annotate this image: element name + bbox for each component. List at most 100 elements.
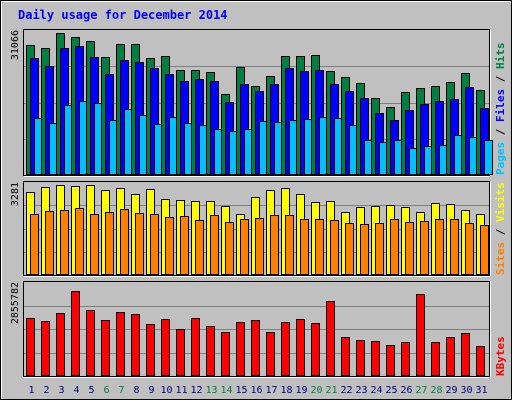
x-tick-label-day-26: 26	[400, 385, 412, 396]
x-tick-label-day-30: 30	[460, 385, 472, 396]
bar-sites-day-4	[75, 208, 84, 275]
x-tick-label-day-10: 10	[160, 385, 172, 396]
bar-kbytes-day-7	[116, 312, 125, 376]
legend-entry-visits: Visits	[494, 182, 507, 222]
bar-kbytes-day-8	[131, 314, 140, 376]
bar-sites-day-7	[120, 209, 129, 275]
x-tick-label-day-4: 4	[73, 385, 79, 396]
x-tick-label-day-3: 3	[58, 385, 64, 396]
bar-sites-day-8	[135, 213, 144, 275]
x-tick-label-day-13: 13	[205, 385, 217, 396]
bar-sites-day-24	[375, 223, 384, 275]
panel-max-label: 31066	[10, 30, 21, 60]
bar-kbytes-day-29	[446, 337, 455, 376]
bar-kbytes-day-28	[431, 342, 440, 376]
bar-sites-day-1	[30, 214, 39, 275]
bar-kbytes-day-21	[326, 301, 335, 376]
bar-kbytes-day-17	[266, 332, 275, 376]
panel-legend-sites-visits: Sites / Visits	[494, 182, 507, 275]
x-tick-label-day-28: 28	[430, 385, 442, 396]
bar-pages-day-31	[484, 140, 493, 175]
bar-kbytes-day-20	[311, 323, 320, 376]
bar-sites-day-10	[165, 217, 174, 275]
bar-sites-day-20	[315, 219, 324, 275]
bar-sites-day-9	[150, 214, 159, 275]
bar-sites-day-3	[60, 210, 69, 275]
bar-kbytes-day-23	[356, 340, 365, 376]
legend-entry-kbytes: KBytes	[494, 336, 507, 376]
x-tick-label-day-19: 19	[295, 385, 307, 396]
bar-kbytes-day-14	[221, 332, 230, 376]
bar-kbytes-day-3	[56, 313, 65, 376]
x-tick-label-day-15: 15	[235, 385, 247, 396]
bar-sites-day-22	[345, 223, 354, 275]
x-tick-label-day-9: 9	[148, 385, 154, 396]
bar-kbytes-day-18	[281, 322, 290, 376]
panel-max-label: 3281	[10, 182, 21, 206]
x-tick-label-day-20: 20	[310, 385, 322, 396]
legend-entry-sites: Sites	[494, 242, 507, 275]
bar-kbytes-day-26	[401, 342, 410, 376]
legend-entry-pages: Pages	[494, 142, 507, 175]
bar-sites-day-26	[405, 222, 414, 275]
x-tick-label-day-14: 14	[220, 385, 232, 396]
bar-kbytes-day-30	[461, 333, 470, 376]
bar-sites-day-28	[435, 219, 444, 275]
x-tick-label-day-1: 1	[28, 385, 34, 396]
panel-legend-kbytes: KBytes	[494, 336, 507, 376]
bar-sites-day-18	[285, 215, 294, 275]
legend-entry-hits: Hits	[494, 43, 507, 70]
x-tick-label-day-2: 2	[43, 385, 49, 396]
legend-separator: /	[494, 122, 507, 142]
bar-sites-day-16	[255, 218, 264, 275]
bar-kbytes-day-1	[26, 318, 35, 376]
bar-sites-day-2	[45, 211, 54, 275]
bar-kbytes-day-2	[41, 321, 50, 376]
panel-legend-hits-files-pages: Pages / Files / Hits	[494, 43, 507, 176]
x-tick-label-day-21: 21	[325, 385, 337, 396]
bar-sites-day-21	[330, 220, 339, 275]
x-tick-label-day-31: 31	[475, 385, 487, 396]
x-tick-label-day-18: 18	[280, 385, 292, 396]
bar-kbytes-day-5	[86, 310, 95, 376]
bar-sites-day-15	[240, 219, 249, 275]
bar-sites-day-13	[210, 215, 219, 275]
bar-sites-day-6	[105, 212, 114, 275]
x-tick-label-day-16: 16	[250, 385, 262, 396]
bar-sites-day-17	[270, 215, 279, 275]
x-tick-label-day-27: 27	[415, 385, 427, 396]
bar-sites-day-19	[300, 219, 309, 275]
bar-kbytes-day-24	[371, 341, 380, 376]
x-tick-label-day-29: 29	[445, 385, 457, 396]
bar-kbytes-day-9	[146, 324, 155, 376]
legend-separator: /	[494, 222, 507, 242]
bar-kbytes-day-12	[191, 318, 200, 376]
bar-kbytes-day-25	[386, 345, 395, 376]
bar-kbytes-day-15	[236, 322, 245, 376]
x-tick-label-day-22: 22	[340, 385, 352, 396]
bar-kbytes-day-16	[251, 320, 260, 376]
bar-kbytes-day-27	[416, 294, 425, 376]
legend-separator: /	[494, 69, 507, 89]
bar-sites-day-23	[360, 224, 369, 275]
bar-sites-day-14	[225, 222, 234, 275]
x-tick-label-day-11: 11	[175, 385, 187, 396]
x-tick-label-day-24: 24	[370, 385, 382, 396]
panel-max-label: 2855782	[10, 282, 21, 324]
bar-kbytes-day-4	[71, 291, 80, 376]
bar-sites-day-27	[420, 221, 429, 275]
bar-sites-day-11	[180, 216, 189, 275]
x-tick-label-day-7: 7	[118, 385, 124, 396]
bar-kbytes-day-22	[341, 337, 350, 376]
x-tick-label-day-8: 8	[133, 385, 139, 396]
bar-kbytes-day-13	[206, 326, 215, 376]
bar-sites-day-25	[390, 219, 399, 275]
x-tick-label-day-25: 25	[385, 385, 397, 396]
bar-kbytes-day-6	[101, 320, 110, 376]
x-tick-label-day-23: 23	[355, 385, 367, 396]
bar-kbytes-day-19	[296, 319, 305, 376]
legend-entry-files: Files	[494, 89, 507, 122]
bar-sites-day-30	[465, 223, 474, 275]
chart-title: Daily usage for December 2014	[18, 8, 228, 22]
